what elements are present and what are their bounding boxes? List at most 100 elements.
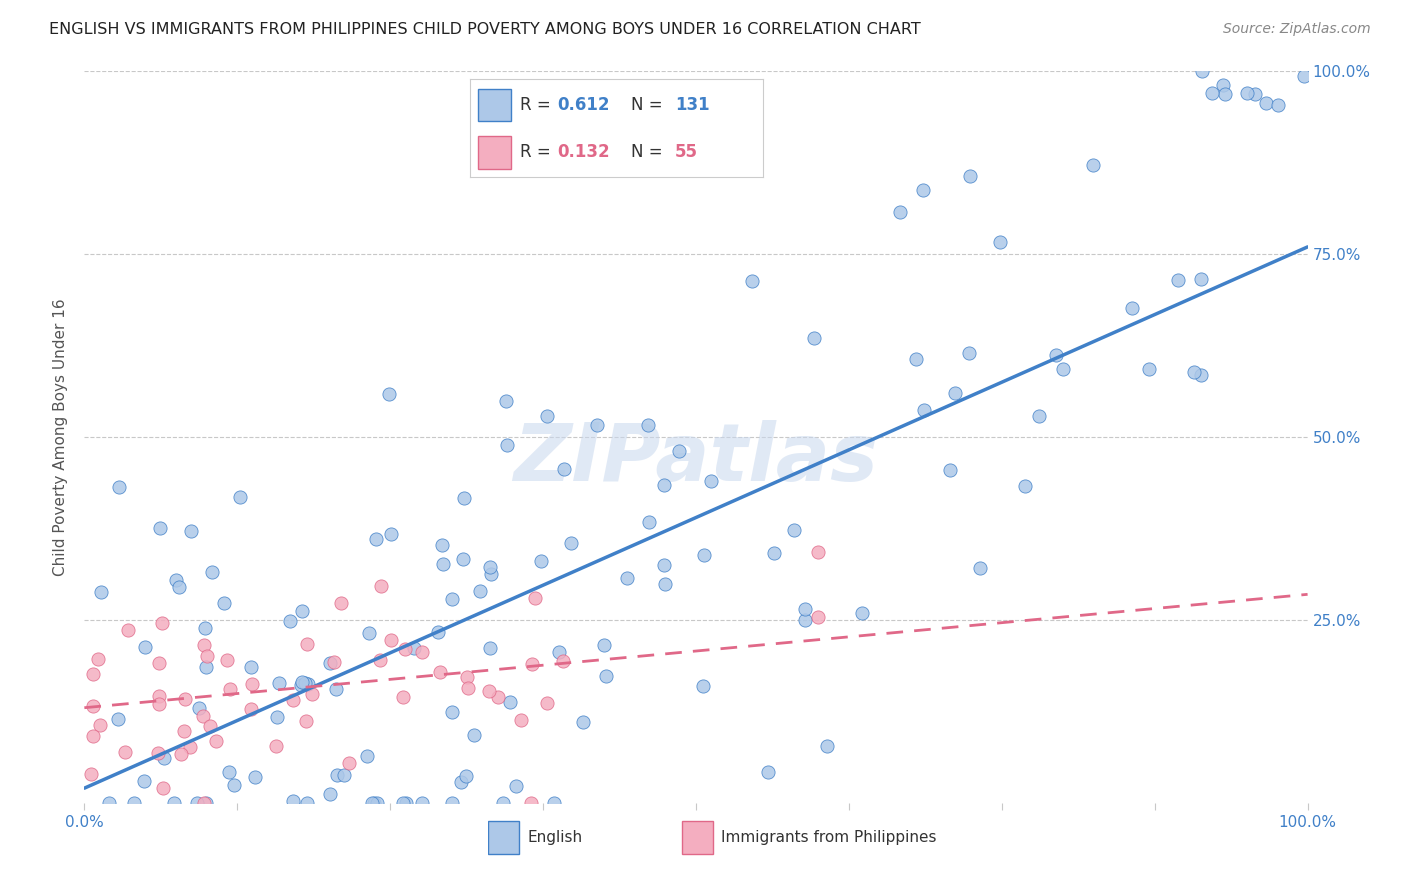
Point <box>356 748 378 763</box>
Point <box>364 532 387 546</box>
Point <box>411 796 433 810</box>
Point <box>945 385 967 400</box>
Y-axis label: Child Poverty Among Boys Under 16: Child Poverty Among Boys Under 16 <box>53 298 69 576</box>
Point <box>404 640 426 655</box>
Point <box>114 745 136 759</box>
Point <box>1052 362 1074 376</box>
Point <box>905 352 928 367</box>
Point <box>370 579 392 593</box>
Text: ZIPatlas: ZIPatlas <box>513 420 879 498</box>
Point <box>200 718 222 732</box>
Point <box>807 545 830 559</box>
Point <box>510 713 533 727</box>
Point <box>959 169 981 183</box>
Point <box>195 796 218 810</box>
Point <box>543 796 565 810</box>
Point <box>333 768 356 782</box>
Point <box>638 515 661 529</box>
Point <box>432 558 454 572</box>
Point <box>297 676 319 690</box>
Point <box>295 796 318 810</box>
Point <box>536 409 558 423</box>
Point <box>240 676 263 690</box>
Point <box>938 462 960 476</box>
Point <box>495 393 517 408</box>
Point <box>325 681 347 696</box>
Point <box>479 640 502 655</box>
Point <box>264 739 287 753</box>
Point <box>323 655 346 669</box>
Point <box>194 622 217 636</box>
Point <box>815 739 838 753</box>
Point <box>1189 368 1212 383</box>
Point <box>548 645 571 659</box>
Point <box>167 580 190 594</box>
Point <box>803 331 825 345</box>
Point <box>505 779 527 793</box>
Point <box>239 702 262 716</box>
Point <box>586 417 609 432</box>
Point <box>122 796 145 810</box>
Point <box>193 796 215 810</box>
Point <box>456 670 478 684</box>
Point <box>668 444 690 458</box>
Point <box>468 584 491 599</box>
Point <box>319 656 342 670</box>
Point <box>283 794 305 808</box>
Point <box>148 697 170 711</box>
Point <box>1121 301 1143 315</box>
Point <box>148 657 170 671</box>
Point <box>536 697 558 711</box>
Point <box>368 652 391 666</box>
Point <box>380 527 402 541</box>
Point <box>1014 479 1036 493</box>
Point <box>429 665 451 679</box>
Point <box>495 437 517 451</box>
Point <box>219 681 242 696</box>
Point <box>1254 96 1277 111</box>
Point <box>180 524 202 538</box>
Point <box>637 417 659 432</box>
Point <box>794 602 817 616</box>
Point <box>1137 361 1160 376</box>
Point <box>652 558 675 572</box>
Point <box>290 678 312 692</box>
Point <box>595 668 617 682</box>
Point <box>453 491 475 506</box>
Point <box>290 675 312 690</box>
Text: Source: ZipAtlas.com: Source: ZipAtlas.com <box>1223 22 1371 37</box>
Point <box>741 274 763 288</box>
Point <box>134 773 156 788</box>
Point <box>107 712 129 726</box>
Point <box>911 183 934 197</box>
Point <box>267 676 290 690</box>
Point <box>391 690 413 704</box>
Point <box>451 551 474 566</box>
Point <box>193 638 215 652</box>
Point <box>523 591 546 606</box>
Point <box>988 235 1011 249</box>
Point <box>652 478 675 492</box>
Point <box>957 345 980 359</box>
Point <box>240 660 263 674</box>
Point <box>278 615 301 629</box>
Point <box>152 780 174 795</box>
Point <box>654 577 676 591</box>
Point <box>492 796 515 810</box>
Point <box>215 652 238 666</box>
Point <box>851 606 873 620</box>
Point <box>486 690 509 704</box>
Point <box>411 645 433 659</box>
Point <box>807 610 830 624</box>
Point <box>478 560 501 574</box>
Point <box>1236 86 1258 100</box>
Point <box>530 554 553 568</box>
Point <box>553 654 575 668</box>
Point <box>479 567 502 582</box>
Point <box>1045 348 1067 362</box>
Point <box>450 774 472 789</box>
Point <box>224 778 246 792</box>
Point <box>440 796 463 810</box>
Point <box>149 521 172 535</box>
Point <box>1212 78 1234 92</box>
